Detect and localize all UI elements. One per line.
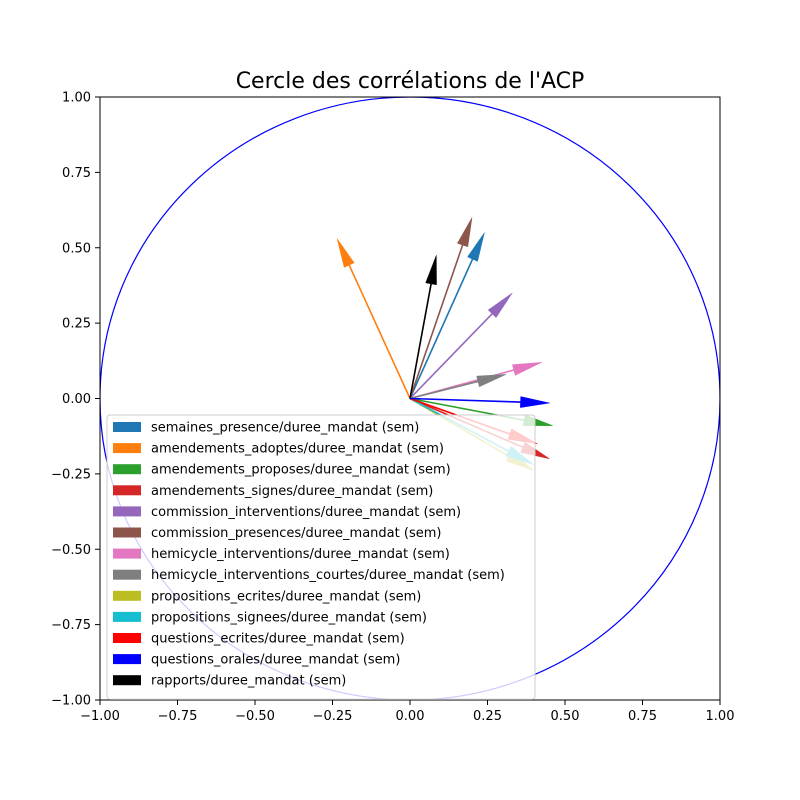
x-tick-label: 0.00 xyxy=(396,709,425,724)
arrow-head xyxy=(487,292,513,319)
arrow-head xyxy=(457,217,473,248)
legend-swatch xyxy=(113,485,141,496)
legend-item: questions_ecrites/duree_mandat (sem) xyxy=(113,632,405,647)
y-tick-label: −0.50 xyxy=(51,543,91,558)
y-tick-label: −1.00 xyxy=(51,694,91,709)
arrow-7 xyxy=(409,374,507,400)
x-axis: −1.00 −0.75 −0.50 −0.25 0.00 0.25 0.50 0.75 1.00 xyxy=(80,700,734,724)
x-tick-label: −1.00 xyxy=(80,709,120,724)
legend-swatch xyxy=(113,633,141,643)
legend-swatch xyxy=(113,569,141,580)
legend-item: amendements_adoptes/duree_mandat (sem) xyxy=(113,442,444,457)
legend-label: questions_ecrites/duree_mandat (sem) xyxy=(151,632,405,647)
legend-label: questions_orales/duree_mandat (sem) xyxy=(151,653,400,668)
arrow-shaft xyxy=(409,244,464,399)
arrow-11 xyxy=(409,396,550,408)
legend-item: hemicycle_interventions_courtes/duree_ma… xyxy=(113,568,505,583)
legend-label: amendements_adoptes/duree_mandat (sem) xyxy=(151,442,444,457)
legend-swatch xyxy=(113,654,141,665)
legend-item: hemicycle_interventions/duree_mandat (se… xyxy=(113,547,450,562)
x-tick-label: 1.00 xyxy=(706,709,735,724)
legend-swatch xyxy=(113,464,141,475)
legend-swatch xyxy=(113,443,141,454)
legend-item: rapports/duree_mandat (sem) xyxy=(113,674,346,689)
legend-label: semaines_presence/duree_mandat (sem) xyxy=(151,421,419,436)
legend-item: semaines_presence/duree_mandat (sem) xyxy=(113,421,419,436)
legend-item: propositions_ecrites/duree_mandat (sem) xyxy=(113,589,421,604)
x-tick-label: −0.75 xyxy=(158,709,198,724)
x-tick-label: 0.25 xyxy=(473,709,502,724)
legend-item: amendements_proposes/duree_mandat (sem) xyxy=(113,463,451,478)
legend-swatch xyxy=(113,548,141,559)
legend-item: propositions_signees/duree_mandat (sem) xyxy=(113,610,427,625)
arrow-head xyxy=(336,238,355,268)
arrow-12 xyxy=(409,255,437,399)
legend-label: amendements_proposes/duree_mandat (sem) xyxy=(151,463,451,478)
legend-label: rapports/duree_mandat (sem) xyxy=(151,674,346,689)
legend-label: propositions_ecrites/duree_mandat (sem) xyxy=(151,589,421,604)
y-tick-label: 0.25 xyxy=(62,317,91,332)
arrow-shaft xyxy=(409,283,432,399)
legend-swatch xyxy=(113,590,141,601)
y-tick-label: 0.75 xyxy=(62,166,91,181)
arrow-head xyxy=(476,374,507,388)
chart-title: Cercle des corrélations de l'ACP xyxy=(236,69,585,94)
y-axis: −1.00 −0.75 −0.50 −0.25 0.00 0.25 0.50 0.75 1.00 xyxy=(51,91,100,709)
y-tick-label: 1.00 xyxy=(62,91,91,106)
arrow-5 xyxy=(409,217,473,399)
arrow-shaft xyxy=(409,397,521,403)
x-tick-label: 0.75 xyxy=(628,709,657,724)
legend-item: questions_orales/duree_mandat (sem) xyxy=(113,653,400,668)
arrow-shaft xyxy=(409,258,474,399)
y-tick-label: 0.50 xyxy=(62,241,91,256)
arrow-0 xyxy=(409,232,485,399)
x-tick-label: −0.25 xyxy=(313,709,353,724)
x-tick-label: −0.50 xyxy=(235,709,275,724)
legend-box xyxy=(106,414,536,700)
legend: semaines_presence/duree_mandat (sem) amen… xyxy=(106,414,536,700)
arrow-1 xyxy=(336,238,411,399)
legend-label: amendements_signes/duree_mandat (sem) xyxy=(151,484,433,499)
legend-label: propositions_signees/duree_mandat (sem) xyxy=(151,610,427,625)
arrow-shaft xyxy=(348,264,411,399)
legend-label: hemicycle_interventions_courtes/duree_ma… xyxy=(151,568,505,583)
legend-item: amendements_signes/duree_mandat (sem) xyxy=(113,484,433,499)
arrow-head xyxy=(512,362,542,376)
arrow-shaft xyxy=(409,380,479,400)
legend-swatch xyxy=(113,422,141,432)
y-tick-label: −0.75 xyxy=(51,618,91,633)
legend-item: commission_interventions/duree_mandat (s… xyxy=(113,505,461,520)
legend-swatch xyxy=(113,675,141,686)
y-tick-label: 0.00 xyxy=(62,392,91,407)
legend-swatch xyxy=(113,506,141,517)
legend-swatch xyxy=(113,527,141,538)
arrow-head xyxy=(425,255,437,286)
y-tick-label: −0.25 xyxy=(51,467,91,482)
x-tick-label: 0.50 xyxy=(551,709,580,724)
arrow-head xyxy=(467,232,485,262)
legend-label: hemicycle_interventions/duree_mandat (se… xyxy=(151,547,450,562)
legend-swatch xyxy=(113,611,141,622)
arrow-head xyxy=(520,396,550,408)
arrow-4 xyxy=(409,292,513,400)
legend-label: commission_interventions/duree_mandat (s… xyxy=(151,505,461,520)
arrow-shaft xyxy=(409,313,493,400)
legend-item: commission_presences/duree_mandat (sem) xyxy=(113,526,441,541)
legend-label: commission_presences/duree_mandat (sem) xyxy=(151,526,441,541)
